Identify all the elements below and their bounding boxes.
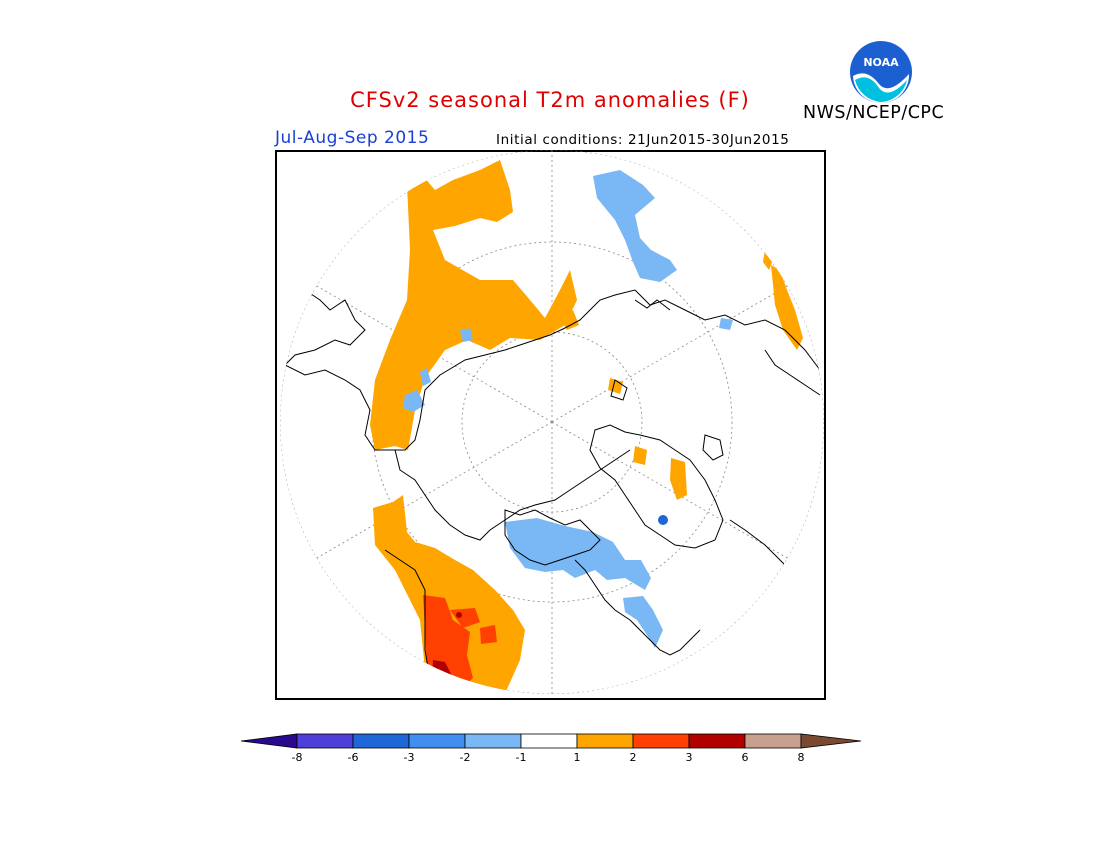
legend-arrow-high (800, 733, 862, 749)
cool-region-atlantic (593, 170, 677, 282)
legend-swatch (352, 733, 410, 749)
coastlines (284, 289, 821, 681)
legend-arrow-low (240, 733, 298, 749)
color-legend: -8 -6 -3 -2 -1 1 2 3 6 8 (240, 733, 862, 764)
legend-tick-label: 3 (686, 751, 693, 764)
warm-region-europe (771, 265, 803, 350)
legend-tick-label: 2 (630, 751, 637, 764)
legend-swatch (632, 733, 690, 749)
svg-text:NOAA: NOAA (863, 56, 899, 69)
legend-swatch (744, 733, 802, 749)
agency-label: NWS/NCEP/CPC (803, 103, 945, 123)
legend-tick-label: -6 (348, 751, 359, 764)
legend-swatch (296, 733, 354, 749)
legend-swatch (464, 733, 522, 749)
noaa-logo-icon: NOAA (850, 41, 912, 104)
legend-tick-label: -2 (460, 751, 471, 764)
map-title: CFSv2 seasonal T2m anomalies (F) (350, 88, 750, 112)
legend-tick-label: -1 (516, 751, 527, 764)
legend-tick-label: -8 (292, 751, 303, 764)
legend-tick-label: 8 (798, 751, 805, 764)
legend-swatch (576, 733, 634, 749)
legend-swatch (408, 733, 466, 749)
initial-conditions: Initial conditions: 21Jun2015-30Jun2015 (496, 132, 790, 148)
warm-region-north-america (373, 495, 525, 694)
anomaly-map (275, 150, 826, 700)
legend-tick-label: 1 (574, 751, 581, 764)
legend-tick-label: -3 (404, 751, 415, 764)
legend-tick-label: 6 (742, 751, 749, 764)
legend-swatch (688, 733, 746, 749)
forecast-period: Jul-Aug-Sep 2015 (275, 128, 430, 148)
legend-swatch (520, 733, 578, 749)
